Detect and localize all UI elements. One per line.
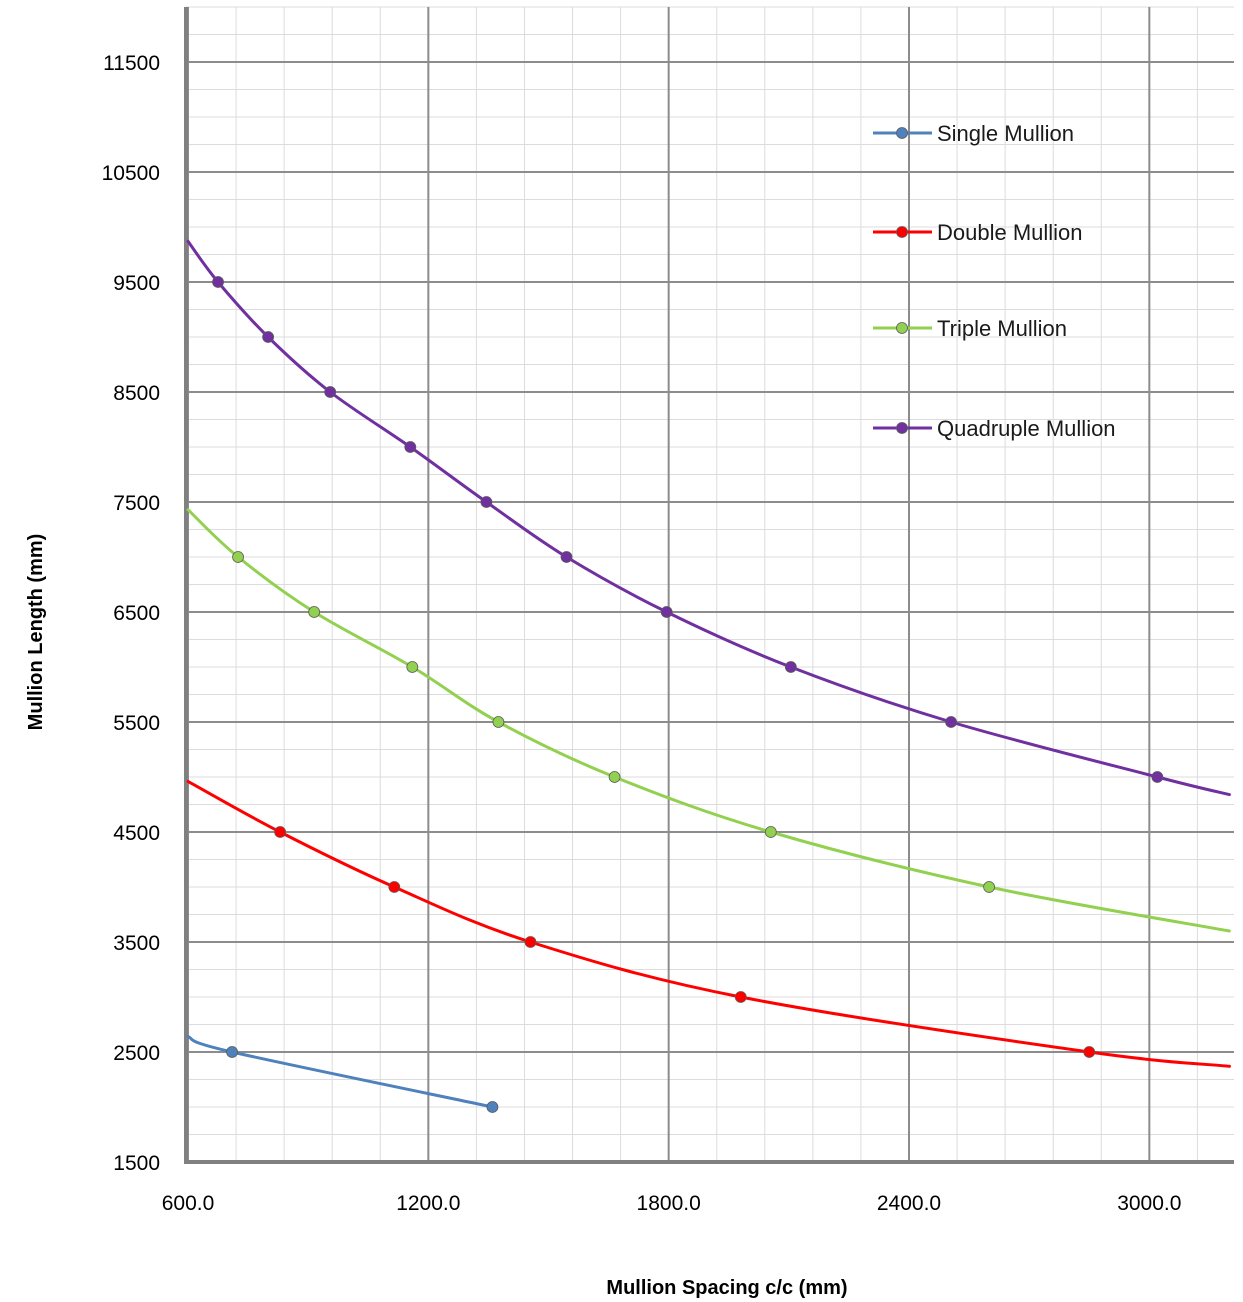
data-point-triple-mullion: [232, 551, 244, 563]
y-axis-tick-labels: 1500 2500 3500 4500 5500 6500 7500 8500 9500 1050…: [102, 52, 160, 1175]
x-axis-title: Mullion Spacing c/c (mm): [606, 1277, 847, 1299]
x-tick-label: 2400.0: [877, 1192, 941, 1215]
legend-marker-triple-mullion: [896, 322, 908, 334]
y-axis-title: Mullion Length (mm): [25, 534, 47, 731]
data-point-triple-mullion: [492, 716, 505, 728]
y-tick-label: 6500: [113, 602, 160, 625]
legend-item-quadruple-mullion: Quadruple Mullion: [873, 416, 1116, 441]
legend: Single Mullion Double Mullion Triple Mulli…: [873, 121, 1116, 441]
legend-item-double-mullion: Double Mullion: [873, 220, 1083, 245]
data-point-quadruple-mullion: [945, 716, 957, 728]
data-point-double-mullion: [524, 936, 537, 948]
minor-gridlines: [186, 6, 1234, 1163]
series-line-quadruple-mullion: [186, 239, 1231, 797]
data-point-double-mullion: [388, 881, 401, 893]
legend-marker-single-mullion: [896, 127, 908, 139]
x-tick-label: 1800.0: [637, 1192, 701, 1215]
series-line-triple-mullion: [186, 508, 1231, 933]
y-tick-label: 7500: [113, 492, 160, 515]
legend-label-single-mullion: Single Mullion: [937, 121, 1074, 146]
y-tick-label: 4500: [113, 822, 160, 845]
data-point-quadruple-mullion: [660, 606, 673, 618]
data-point-triple-mullion: [983, 881, 996, 893]
y-tick-label: 1500: [113, 1152, 160, 1175]
series-quadruple-mullion: [186, 239, 1231, 797]
data-point-double-mullion: [734, 991, 747, 1003]
y-tick-label: 3500: [113, 932, 160, 955]
axes: [184, 7, 1234, 1164]
y-tick-label: 9500: [113, 272, 160, 295]
data-point-quadruple-mullion: [324, 386, 337, 398]
legend-label-quadruple-mullion: Quadruple Mullion: [937, 416, 1116, 441]
series-line-single-mullion: [186, 1035, 494, 1109]
data-point-double-mullion: [1083, 1046, 1096, 1058]
data-point-single-mullion: [226, 1046, 238, 1058]
x-tick-label: 3000.0: [1117, 1192, 1181, 1215]
data-point-double-mullion: [274, 826, 287, 838]
data-point-triple-mullion: [764, 826, 777, 838]
legend-label-triple-mullion: Triple Mullion: [937, 316, 1067, 341]
y-tick-label: 8500: [113, 382, 160, 405]
y-tick-label: 5500: [113, 712, 160, 735]
legend-item-triple-mullion: Triple Mullion: [873, 316, 1067, 341]
series-single-mullion: [186, 1035, 499, 1113]
data-point-single-mullion: [486, 1101, 499, 1113]
series-layer: [186, 239, 1231, 1113]
y-tick-label: 2500: [113, 1042, 160, 1065]
data-point-quadruple-mullion: [560, 551, 573, 563]
data-point-quadruple-mullion: [784, 661, 797, 673]
data-point-triple-mullion: [406, 661, 419, 673]
data-point-quadruple-mullion: [404, 441, 417, 453]
data-point-triple-mullion: [308, 606, 321, 618]
series-double-mullion: [186, 779, 1231, 1068]
legend-marker-double-mullion: [896, 226, 908, 238]
x-axis-tick-labels: 600.0 1200.0 1800.0 2400.0 3000.0: [162, 1192, 1182, 1215]
series-line-double-mullion: [186, 779, 1231, 1068]
data-point-quadruple-mullion: [262, 331, 275, 343]
x-tick-label: 600.0: [162, 1192, 215, 1215]
data-point-triple-mullion: [608, 771, 621, 783]
data-point-quadruple-mullion: [1151, 771, 1164, 783]
legend-item-single-mullion: Single Mullion: [873, 121, 1074, 146]
data-point-quadruple-mullion: [212, 276, 224, 288]
x-tick-label: 1200.0: [396, 1192, 460, 1215]
legend-marker-quadruple-mullion: [896, 422, 908, 434]
y-tick-label: 11500: [103, 52, 160, 75]
series-triple-mullion: [186, 508, 1231, 933]
data-point-quadruple-mullion: [480, 496, 493, 508]
legend-label-double-mullion: Double Mullion: [937, 220, 1083, 245]
y-tick-label: 10500: [102, 162, 160, 185]
